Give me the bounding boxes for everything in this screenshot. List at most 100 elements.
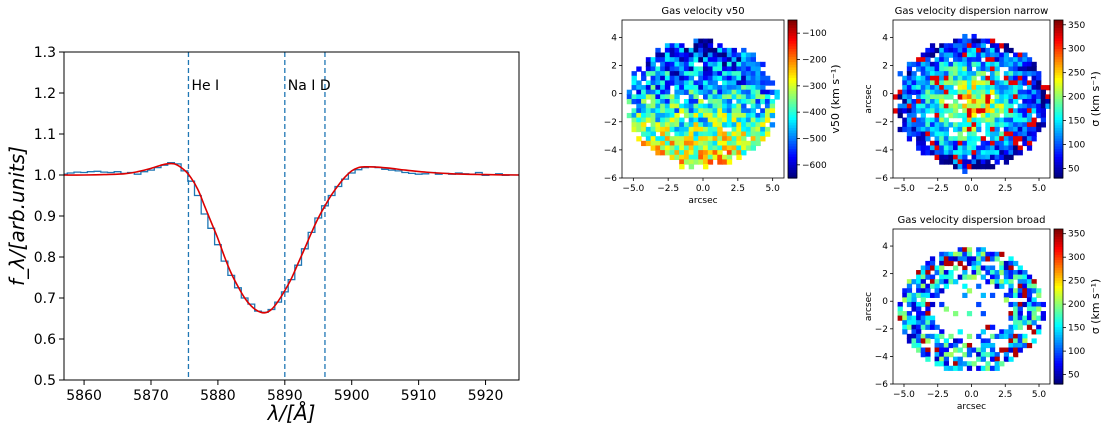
heatmap-cell: [650, 108, 656, 114]
heatmap-cell: [994, 150, 1000, 156]
colorbar-segment: [788, 114, 797, 119]
heatmap-x-tick-label: −2.5: [927, 184, 949, 194]
heatmap-cell: [631, 99, 637, 105]
heatmap-cell: [1003, 61, 1010, 68]
heatmap-cell: [645, 103, 652, 109]
heatmap-cell: [980, 80, 986, 86]
heatmap-cell: [1003, 270, 1010, 276]
heatmap-cell: [953, 108, 959, 114]
heatmap-cell: [736, 57, 742, 63]
heatmap-cell: [966, 61, 973, 68]
heatmap-cell: [929, 126, 936, 133]
heatmap-cell: [994, 283, 1000, 289]
heatmap-cell: [943, 75, 950, 82]
heatmap-cell: [698, 103, 704, 109]
heatmap-cell: [1017, 145, 1023, 151]
heatmap-x-tick-label: 2.5: [731, 184, 745, 194]
heatmap-cell: [717, 108, 723, 114]
heatmap-cell: [1017, 89, 1023, 95]
heatmap-cell: [962, 140, 968, 147]
heatmap-cell: [755, 66, 761, 72]
heatmap-cell: [966, 103, 973, 109]
heatmap-cell: [1022, 94, 1028, 100]
heatmap-cell: [962, 103, 968, 109]
heatmap-cell: [985, 270, 991, 276]
heatmap-cell: [722, 145, 728, 151]
heatmap-cell: [1003, 154, 1010, 161]
colorbar-tick-label: 200: [1068, 300, 1085, 310]
colorbar-segment: [1054, 117, 1063, 121]
heatmap-cell: [1026, 126, 1033, 133]
heatmap-cell: [906, 283, 913, 289]
heatmap-cell: [1008, 274, 1014, 280]
heatmap-cell: [707, 99, 714, 105]
heatmap-cell: [1017, 57, 1023, 63]
heatmap-cell: [731, 117, 737, 123]
heatmap-cell: [989, 108, 996, 114]
heatmap-cell: [641, 75, 647, 82]
heatmap-cell: [925, 103, 931, 109]
heatmap-cell: [683, 136, 690, 142]
heatmap-cell: [994, 61, 1000, 68]
heatmap-cell: [745, 61, 752, 68]
heatmap-cell: [962, 256, 968, 262]
heatmap-cell: [1026, 80, 1033, 86]
heatmap-cell: [934, 103, 940, 109]
heatmap-cell: [650, 126, 656, 133]
colorbar-segment: [788, 138, 797, 142]
heatmap-cell: [1008, 85, 1014, 91]
heatmap-cell: [1017, 283, 1023, 289]
heatmap-cell: [985, 122, 991, 128]
heatmap-cell: [976, 61, 982, 68]
heatmap-cell: [971, 140, 977, 147]
heatmap-y-tick-label: 0: [882, 90, 888, 100]
heatmap-cell: [717, 47, 723, 54]
heatmap-cell: [957, 140, 963, 147]
heatmap-cell: [755, 61, 761, 68]
heatmap-cell: [1026, 288, 1033, 294]
heatmap-y-tick-label: −2: [875, 118, 888, 128]
heatmap-cell: [971, 99, 977, 105]
heatmap-cell: [1003, 150, 1010, 156]
heatmap-cell: [957, 80, 963, 86]
heatmap-cell: [674, 85, 680, 91]
heatmap-cell: [755, 71, 761, 77]
heatmap-cell: [999, 80, 1005, 86]
colorbar-segment: [1054, 127, 1063, 132]
heatmap-cell: [920, 71, 926, 77]
heatmap-cell: [966, 108, 973, 114]
heatmap-cells: [897, 247, 1046, 371]
heatmap-cell: [953, 99, 959, 105]
heatmap-cell: [948, 256, 954, 262]
heatmap-cell: [976, 333, 982, 340]
heatmap-cell: [916, 333, 922, 340]
heatmap-y-tick-label: 4: [882, 242, 888, 252]
heatmap-cell: [660, 145, 666, 151]
colorbar-tick-label: 100: [1068, 347, 1085, 357]
colorbar-segment: [1054, 347, 1063, 352]
heatmap-cell: [920, 311, 926, 317]
heatmap-cell: [948, 145, 954, 151]
heatmap-cell: [741, 122, 747, 128]
heatmap-cell: [1003, 57, 1010, 63]
heatmap-cell: [1031, 94, 1037, 100]
heatmap-cell: [1022, 71, 1028, 77]
heatmap-cell: [722, 85, 728, 91]
heatmap-cell: [660, 89, 666, 95]
heatmap-cell: [934, 324, 940, 330]
heatmap-cell: [916, 329, 922, 335]
heatmap-cell: [989, 164, 996, 170]
heatmap-cell: [674, 122, 680, 128]
heatmap-cell: [985, 75, 991, 82]
heatmap-cell: [939, 80, 945, 86]
heatmap-x-tick-label: 5.0: [765, 184, 780, 194]
heatmap-x-tick-label: 0.0: [696, 184, 711, 194]
heatmap-cell: [726, 75, 733, 82]
heatmap-cell: [745, 80, 752, 86]
heatmap-cell: [655, 136, 661, 142]
colorbar-segment: [1054, 373, 1063, 377]
colorbar-segment: [1054, 109, 1063, 113]
heatmap-dispersion-narrow: Gas velocity dispersion narrow−5.0 −2.5 0.…: [864, 6, 1102, 194]
heatmap-cell: [971, 75, 977, 82]
heatmap-cell: [645, 94, 652, 100]
